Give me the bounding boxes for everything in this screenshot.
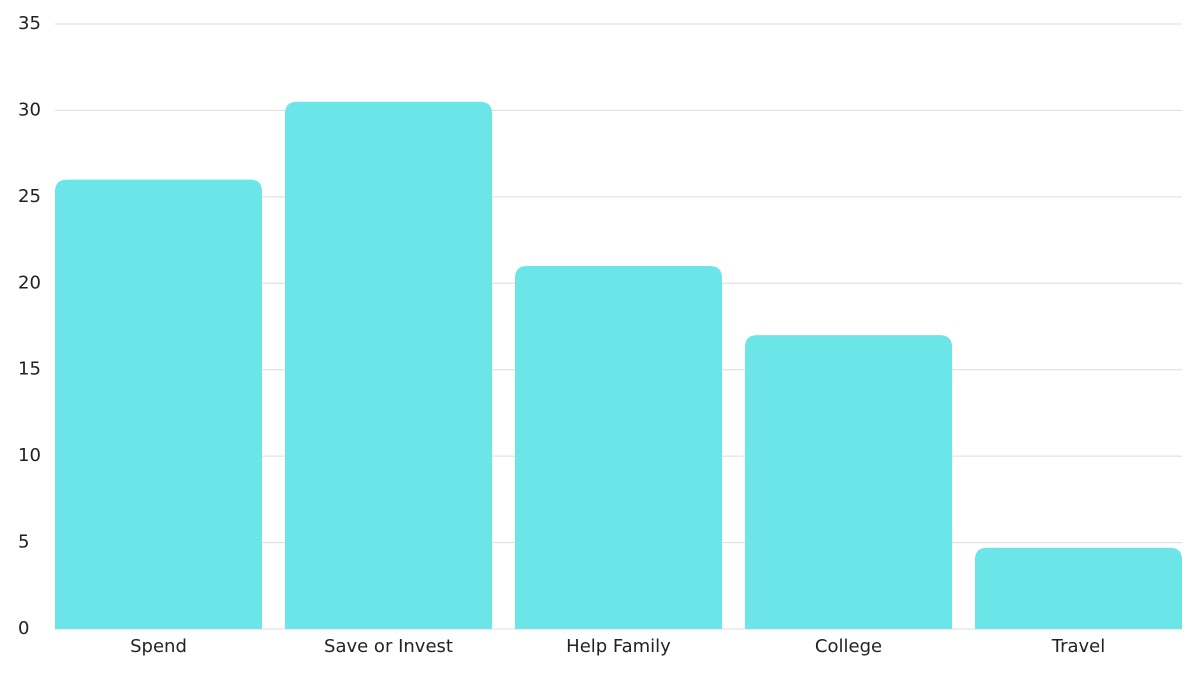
y-tick-label: 25	[18, 186, 41, 207]
x-tick-label: Help Family	[566, 636, 671, 657]
y-tick-label: 30	[18, 99, 41, 120]
bar	[55, 179, 262, 630]
bar	[975, 547, 1182, 629]
y-tick-label: 0	[18, 618, 29, 639]
bar	[285, 101, 492, 630]
x-tick-label: Save or Invest	[324, 636, 453, 657]
x-tick-label: Travel	[1051, 636, 1106, 657]
y-tick-label: 15	[18, 359, 41, 380]
x-tick-label: Spend	[130, 636, 187, 657]
y-tick-label: 10	[18, 445, 41, 466]
bar	[515, 266, 722, 629]
y-tick-label: 20	[18, 272, 41, 293]
y-tick-label: 35	[18, 13, 41, 34]
bar	[745, 335, 952, 629]
x-tick-label: College	[815, 636, 882, 657]
y-tick-label: 5	[18, 532, 29, 553]
